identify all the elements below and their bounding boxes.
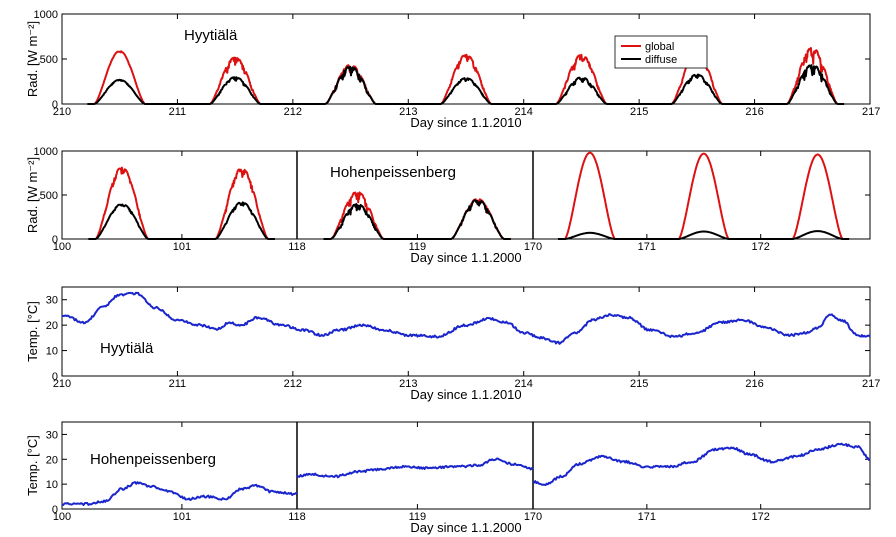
x-tick-label: 100 (53, 241, 71, 253)
y-tick-label: 1000 (34, 9, 58, 21)
x-tick-label: 171 (638, 241, 656, 253)
x-tick-label: 118 (288, 241, 306, 253)
y-tick-label: 10 (46, 346, 58, 358)
y-axis-label: Rad. [W m⁻²] (25, 157, 40, 233)
y-tick-label: 1000 (34, 146, 58, 158)
site-annotation: Hohenpeissenberg (90, 451, 216, 468)
x-tick-label: 216 (745, 378, 763, 390)
y-tick-label: 0 (52, 504, 58, 516)
y-tick-label: 20 (46, 454, 58, 466)
x-tick-label: 212 (284, 378, 302, 390)
x-tick-label: 119 (409, 241, 427, 253)
y-tick-label: 0 (52, 371, 58, 383)
y-axis-label: Rad. [W m⁻²] (25, 21, 40, 97)
x-tick-label: 210 (53, 106, 71, 118)
x-tick-label: 215 (630, 378, 648, 390)
x-tick-label: 214 (515, 106, 533, 118)
site-annotation: Hyytiälä (184, 27, 238, 44)
x-tick-label: 213 (399, 106, 417, 118)
y-tick-label: 20 (46, 320, 58, 332)
x-tick-label: 211 (169, 378, 187, 390)
panel-temp-hyytiala: 0 10 20 30 210 211 212 213 214 215 216 217 Day since… (25, 286, 880, 402)
axes-frame (61, 150, 871, 240)
x-tick-label: 172 (752, 511, 770, 523)
x-tick-label: 216 (745, 106, 763, 118)
legend-box (614, 35, 708, 69)
x-axis-label: Day since 1.1.2000 (410, 520, 521, 535)
x-axis-label: Day since 1.1.2010 (410, 387, 521, 402)
series-line-diffuse (87, 199, 850, 240)
site-annotation: Hyytiälä (100, 340, 154, 357)
y-axis-label: Temp. [°C] (25, 435, 40, 496)
x-axis-label: Day since 1.1.2010 (410, 115, 521, 130)
x-tick-label: 211 (169, 106, 187, 118)
y-tick-label: 500 (40, 190, 58, 202)
series-line-global (86, 47, 845, 105)
y-tick-label: 10 (46, 479, 58, 491)
y-tick-label: 30 (46, 295, 58, 307)
site-annotation: Hohenpeissenberg (330, 164, 456, 181)
axes-frame (61, 286, 871, 377)
legend-label-diffuse: diffuse (645, 54, 677, 66)
x-tick-label: 101 (173, 241, 191, 253)
panel-rad-hohenpeissenberg: 0 500 1000 100 101 118 119 170 171 172 Day since 1… (25, 146, 871, 265)
series-line-temperature (61, 442, 871, 506)
y-tick-label: 500 (40, 54, 58, 66)
series-line-temperature (61, 291, 871, 345)
axes-frame (61, 421, 871, 510)
x-tick-label: 118 (288, 511, 306, 523)
y-tick-label: 0 (52, 99, 58, 111)
y-tick-label: 0 (52, 234, 58, 246)
y-tick-label: 30 (46, 429, 58, 441)
x-tick-label: 172 (752, 241, 770, 253)
x-tick-label: 210 (53, 378, 71, 390)
x-tick-label: 213 (399, 378, 417, 390)
x-tick-label: 170 (524, 241, 542, 253)
x-tick-label: 215 (630, 106, 648, 118)
series-line-global (87, 151, 850, 240)
x-tick-label: 217 (862, 378, 880, 390)
y-axis-label: Temp. [°C] (25, 301, 40, 362)
panel-rad-hyytiala: 0 500 1000 210 211 212 213 214 215 216 217 Day sinc… (25, 9, 880, 130)
x-tick-label: 214 (515, 378, 533, 390)
x-axis-label: Day since 1.1.2000 (410, 250, 521, 265)
x-tick-label: 171 (638, 511, 656, 523)
x-tick-label: 119 (409, 511, 427, 523)
x-tick-label: 170 (524, 511, 542, 523)
x-tick-label: 212 (284, 106, 302, 118)
x-tick-label: 101 (173, 511, 191, 523)
series-line-diffuse (86, 64, 845, 105)
legend-label-global: global (645, 41, 674, 53)
x-tick-label: 100 (53, 511, 71, 523)
x-tick-label: 217 (862, 106, 880, 118)
panel-temp-hohenpeissenberg: 0 10 20 30 100 101 118 119 170 171 172 Day since 1.… (25, 421, 871, 535)
